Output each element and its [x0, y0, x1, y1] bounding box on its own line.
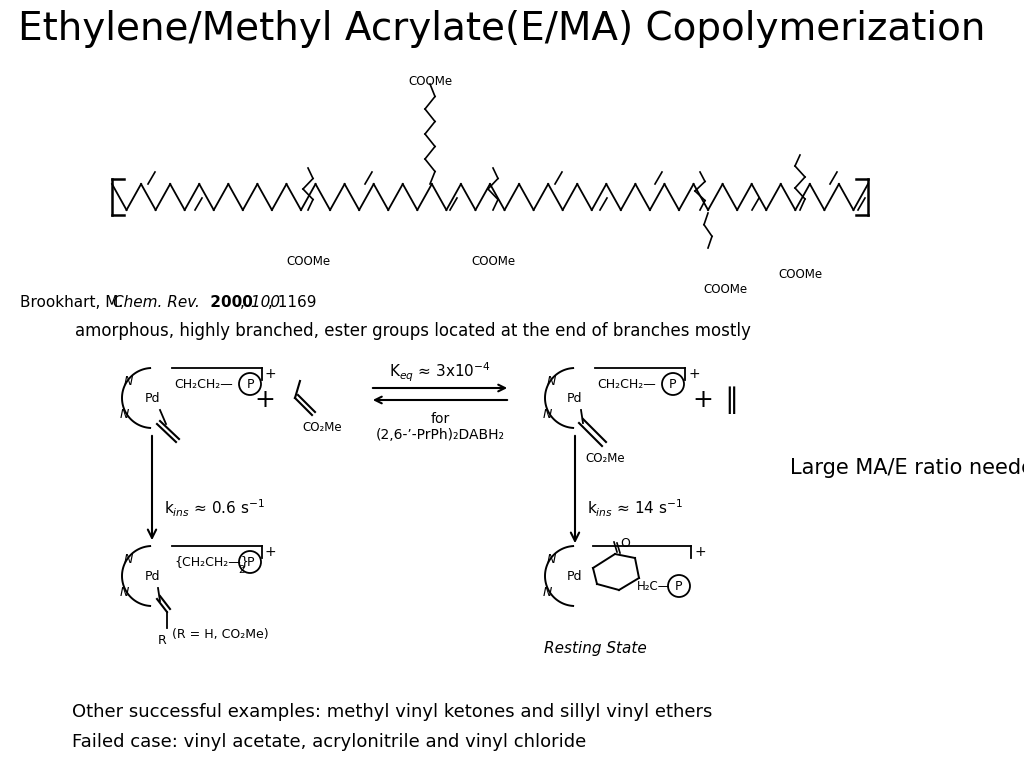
- Text: +: +: [694, 545, 706, 559]
- Text: CH₂CH₂—: CH₂CH₂—: [174, 378, 232, 390]
- Text: H₂C—: H₂C—: [637, 580, 671, 592]
- Text: ∥: ∥: [724, 386, 738, 414]
- Text: N: N: [543, 586, 552, 599]
- Text: amorphous, highly branched, ester groups located at the end of branches mostly: amorphous, highly branched, ester groups…: [75, 322, 751, 340]
- Text: P: P: [246, 555, 254, 568]
- Text: for
(2,6-’-PrPh)₂DABH₂: for (2,6-’-PrPh)₂DABH₂: [376, 412, 505, 442]
- Text: N: N: [547, 553, 556, 566]
- Text: +: +: [692, 388, 714, 412]
- Text: k$_{ins}$ ≈ 0.6 s$^{-1}$: k$_{ins}$ ≈ 0.6 s$^{-1}$: [164, 498, 265, 518]
- Text: Failed case: vinyl acetate, acrylonitrile and vinyl chloride: Failed case: vinyl acetate, acrylonitril…: [72, 733, 587, 751]
- Circle shape: [668, 575, 690, 597]
- Text: +: +: [265, 367, 276, 381]
- Text: +: +: [688, 367, 699, 381]
- Text: Pd: Pd: [567, 392, 583, 405]
- Text: 2000: 2000: [205, 295, 253, 310]
- Text: Chem. Rev.: Chem. Rev.: [113, 295, 200, 310]
- Circle shape: [239, 373, 261, 395]
- Text: N: N: [543, 408, 552, 421]
- Text: 100: 100: [246, 295, 281, 310]
- Text: +: +: [265, 545, 276, 559]
- Text: +: +: [255, 388, 275, 412]
- Text: N: N: [123, 375, 133, 388]
- Text: COOMe: COOMe: [286, 255, 330, 268]
- Text: COOMe: COOMe: [778, 268, 822, 281]
- Text: N: N: [547, 375, 556, 388]
- Text: Pd: Pd: [567, 570, 583, 582]
- Text: {CH₂CH₂—}: {CH₂CH₂—}: [174, 555, 249, 568]
- Text: (R = H, CO₂Me): (R = H, CO₂Me): [172, 628, 268, 641]
- Text: P: P: [675, 580, 683, 592]
- Text: Large MA/E ratio needed: Large MA/E ratio needed: [790, 458, 1024, 478]
- Circle shape: [662, 373, 684, 395]
- Text: Ethylene/Methyl Acrylate(E/MA) Copolymerization: Ethylene/Methyl Acrylate(E/MA) Copolymer…: [18, 10, 985, 48]
- Text: ,: ,: [240, 295, 245, 310]
- Text: Brookhart, M.: Brookhart, M.: [20, 295, 128, 310]
- Text: Pd: Pd: [144, 392, 160, 405]
- Text: Resting State: Resting State: [544, 641, 646, 656]
- Text: k$_{ins}$ ≈ 14 s$^{-1}$: k$_{ins}$ ≈ 14 s$^{-1}$: [587, 498, 683, 518]
- Text: P: P: [246, 378, 254, 390]
- Text: Other successful examples: methyl vinyl ketones and sillyl vinyl ethers: Other successful examples: methyl vinyl …: [72, 703, 713, 721]
- Circle shape: [239, 551, 261, 573]
- Text: K$_{eq}$ ≈ 3x10$^{-4}$: K$_{eq}$ ≈ 3x10$^{-4}$: [389, 361, 490, 384]
- Text: N: N: [123, 553, 133, 566]
- Text: N: N: [120, 586, 129, 599]
- Text: COOMe: COOMe: [702, 283, 748, 296]
- Text: CO₂Me: CO₂Me: [302, 421, 342, 434]
- Text: R: R: [158, 634, 167, 647]
- Text: CO₂Me: CO₂Me: [585, 452, 625, 465]
- Text: Pd: Pd: [144, 570, 160, 582]
- Text: 2: 2: [238, 565, 245, 575]
- Text: CH₂CH₂—: CH₂CH₂—: [597, 378, 655, 390]
- Text: COOMe: COOMe: [471, 255, 515, 268]
- Text: , 1169: , 1169: [268, 295, 316, 310]
- Text: O: O: [620, 537, 630, 550]
- Text: N: N: [120, 408, 129, 421]
- Text: COOMe: COOMe: [408, 75, 452, 88]
- Text: P: P: [670, 378, 677, 390]
